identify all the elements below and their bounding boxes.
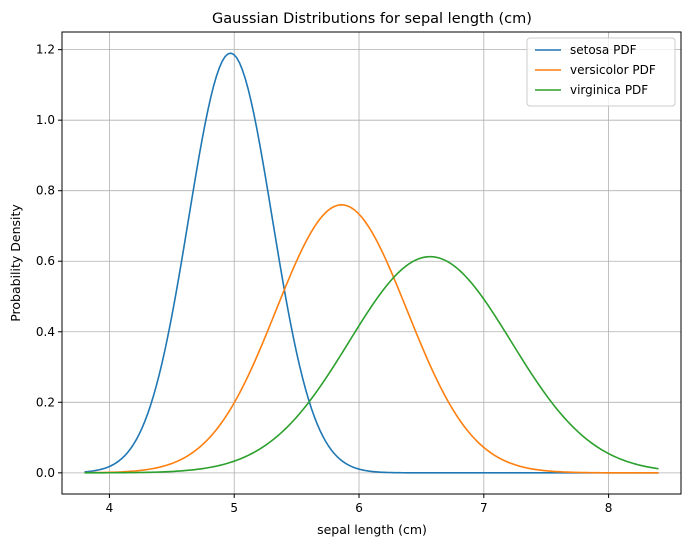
legend-label-versicolor: versicolor PDF [570,63,656,77]
plot-frame [61,31,682,495]
y-tick-label: 0.8 [36,184,55,198]
y-tick-label: 0.2 [36,395,55,409]
series-lines [84,52,659,474]
x-tick-label: 8 [605,501,613,515]
y-tick-label: 0.4 [36,325,55,339]
series-line-versicolor [84,204,659,474]
legend-label-virginica: virginica PDF [570,83,648,97]
legend: setosa PDF versicolor PDF virginica PDF [526,37,676,107]
legend-label-setosa: setosa PDF [570,43,637,57]
plot-area [62,32,681,494]
chart-title: Gaussian Distributions for sepal length … [212,11,532,27]
x-tick-label: 4 [106,501,114,515]
series-line-setosa [84,52,659,474]
grid-lines [62,32,681,494]
y-tick-label: 1.0 [36,113,55,127]
y-axis-label: Probability Density [8,204,23,322]
y-tick-label: 1.2 [36,43,55,57]
x-axis-label: sepal length (cm) [317,522,427,537]
legend-box [526,37,676,107]
y-tick-label: 0.0 [36,466,55,480]
x-tick-label: 7 [480,501,488,515]
x-tick-label: 6 [355,501,363,515]
y-axis-ticks: 0.0 0.2 0.4 0.6 0.8 1.0 1.2 [36,43,62,480]
y-tick-label: 0.6 [36,254,55,268]
series-line-virginica [84,255,659,474]
x-axis-ticks: 4 5 6 7 8 [106,494,613,515]
x-tick-label: 5 [230,501,238,515]
